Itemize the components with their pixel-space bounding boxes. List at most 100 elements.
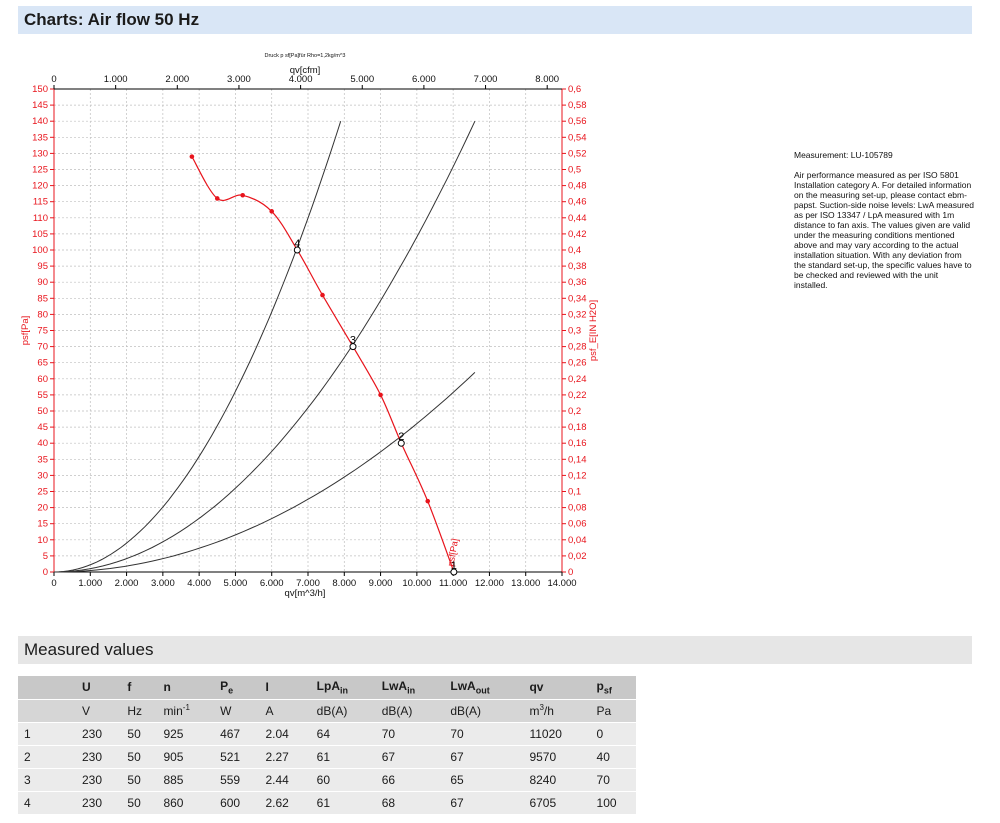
- y2-tick-label: 0,12: [568, 470, 587, 481]
- x-tick-label: 7.000: [296, 578, 320, 589]
- table-cell: 2: [18, 745, 76, 769]
- y-tick-label: 70: [37, 342, 48, 353]
- operating-point-label: 1: [451, 560, 457, 572]
- x-tick-label: 9.000: [369, 578, 393, 589]
- y2-tick-label: 0: [568, 567, 573, 578]
- table-cell: 11020: [523, 722, 591, 746]
- x2-tick-label: 0: [51, 74, 56, 85]
- y2-tick-label: 0,5: [568, 165, 581, 176]
- y2-tick-label: 0,46: [568, 197, 587, 208]
- x2-tick-label: 6.000: [412, 74, 436, 85]
- y-tick-label: 40: [37, 438, 48, 449]
- table-cell: 9570: [523, 745, 591, 769]
- table-cell: 67: [444, 791, 524, 815]
- y2-tick-label: 0,2: [568, 406, 581, 417]
- table-header-cell: LwAout: [444, 676, 524, 700]
- x2-tick-label: 7.000: [474, 74, 498, 85]
- table-cell: 521: [214, 745, 260, 769]
- table-unit-cell: dB(A): [310, 699, 376, 723]
- y2-tick-label: 0,28: [568, 342, 587, 353]
- table-cell: 70: [590, 768, 636, 792]
- table-cell: 230: [76, 722, 122, 746]
- table-cell: 230: [76, 768, 122, 792]
- y-tick-label: 95: [37, 261, 48, 272]
- table-cell: 60: [310, 768, 376, 792]
- y-tick-label: 150: [32, 84, 48, 95]
- table-cell: 2.04: [259, 722, 311, 746]
- y-tick-label: 65: [37, 358, 48, 369]
- table-header-cell: Pe: [214, 676, 260, 700]
- y2-tick-label: 0,04: [568, 535, 587, 546]
- operating-point: [293, 246, 301, 254]
- x-tick-label: 6.000: [260, 578, 284, 589]
- table-cell: 885: [157, 768, 215, 792]
- x-tick-label: 3.000: [151, 578, 175, 589]
- y-tick-label: 140: [32, 116, 48, 127]
- table-row: 1 230 50 925 467 2.04 64 70 70 11020 0: [18, 722, 636, 746]
- table-cell: 3: [18, 768, 76, 792]
- y-tick-label: 120: [32, 181, 48, 192]
- table-unit-cell: m3/h: [523, 699, 591, 723]
- table-unit-cell: V: [76, 699, 122, 723]
- y2-axis-label: psf_E[IN H2O]: [588, 300, 599, 361]
- y2-tick-label: 0,3: [568, 326, 581, 337]
- operating-point-label: 4: [294, 238, 300, 250]
- table-unit-cell: [18, 699, 76, 723]
- table-header-cell: I: [259, 676, 311, 700]
- y2-tick-label: 0,56: [568, 116, 587, 127]
- y-tick-label: 30: [37, 470, 48, 481]
- fan-curve-point: [214, 196, 220, 201]
- operating-point-label: 2: [398, 431, 404, 443]
- x2-tick-label: 3.000: [227, 74, 251, 85]
- operating-point: [349, 343, 357, 351]
- fan-curve-point: [269, 209, 275, 214]
- y-tick-label: 45: [37, 422, 48, 433]
- table-unit-cell: Hz: [121, 699, 158, 723]
- table-cell: 66: [375, 768, 445, 792]
- y2-tick-label: 0,14: [568, 454, 587, 465]
- y2-tick-label: 0,34: [568, 293, 587, 304]
- y2-tick-label: 0,08: [568, 503, 587, 514]
- fan-curve-point: [378, 392, 383, 398]
- x2-tick-label: 1.000: [104, 74, 128, 85]
- y-tick-label: 60: [37, 374, 48, 385]
- x-tick-label: 8.000: [332, 578, 356, 589]
- table-row: 2 230 50 905 521 2.27 61 67 67 9570 40: [18, 745, 636, 769]
- y-tick-label: 110: [33, 213, 48, 224]
- charts-header: Charts: Air flow 50 Hz: [18, 6, 972, 34]
- table-unit-cell: A: [259, 699, 311, 723]
- table-cell: 230: [76, 745, 122, 769]
- table-header-cell: f: [121, 676, 158, 700]
- y2-tick-label: 0,4: [568, 245, 581, 256]
- y2-tick-label: 0,18: [568, 422, 587, 433]
- y-tick-label: 50: [37, 406, 48, 417]
- y2-tick-label: 0,1: [568, 487, 581, 498]
- y2-tick-label: 0,22: [568, 390, 587, 401]
- y2-tick-label: 0,6: [568, 84, 581, 95]
- x-tick-label: 14.000: [547, 578, 576, 589]
- table-cell: 467: [214, 722, 260, 746]
- y-tick-label: 75: [37, 326, 48, 337]
- y-tick-label: 25: [37, 487, 48, 498]
- table-cell: 559: [214, 768, 260, 792]
- system-curve-2: [53, 120, 476, 573]
- table-cell: 2.27: [259, 745, 311, 769]
- y-tick-label: 130: [32, 148, 48, 159]
- y2-tick-label: 0,44: [568, 213, 587, 224]
- y2-tick-label: 0,54: [568, 132, 587, 143]
- fan-curve-point: [240, 192, 245, 198]
- y2-tick-label: 0,52: [568, 148, 587, 159]
- fan-curve-point: [320, 292, 325, 298]
- y2-tick-label: 0,38: [568, 261, 587, 272]
- table-cell: 67: [444, 745, 524, 769]
- table-header-cell: LpAin: [310, 676, 376, 700]
- x2-tick-label: 8.000: [535, 74, 559, 85]
- table-cell: 61: [310, 791, 376, 815]
- chart-top-note: Druck p sf[Pa]für Rho=1,2kg/m^3: [265, 53, 346, 59]
- y-tick-label: 85: [37, 293, 48, 304]
- y-tick-label: 35: [37, 454, 48, 465]
- y2-tick-label: 0,02: [568, 551, 587, 562]
- table-cell: 50: [121, 722, 158, 746]
- measured-values-title: Measured values: [24, 640, 154, 659]
- x-tick-label: 4.000: [187, 578, 211, 589]
